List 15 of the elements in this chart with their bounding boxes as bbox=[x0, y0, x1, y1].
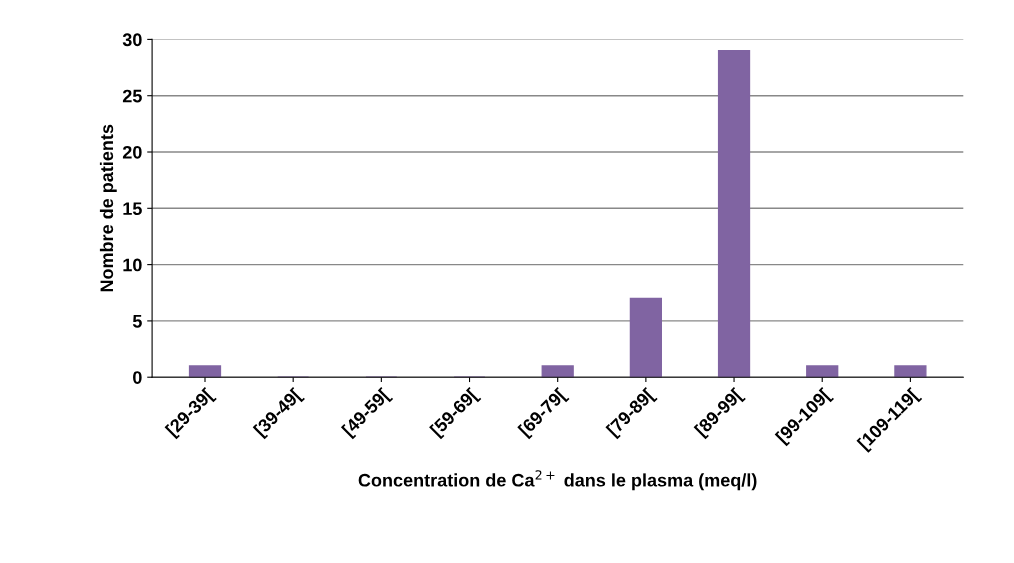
bar bbox=[806, 365, 839, 378]
y-tick-label: 0 bbox=[133, 371, 142, 384]
bar bbox=[188, 365, 222, 378]
x-axis-title: Concentration de Ca$^{2+}$ dans le plasma (meq/l) bbox=[358, 470, 757, 491]
bar bbox=[629, 297, 662, 378]
y-tick-label: 20 bbox=[122, 145, 142, 159]
y-tick-label: 5 bbox=[132, 315, 142, 328]
bar bbox=[541, 365, 574, 378]
y-tick-label: 30 bbox=[122, 33, 142, 47]
bar bbox=[717, 49, 751, 378]
bar bbox=[894, 365, 927, 378]
y-tick-label: 25 bbox=[122, 89, 142, 103]
y-axis-title: Nombre de patients bbox=[99, 124, 117, 292]
y-tick-label: 15 bbox=[123, 202, 142, 216]
y-tick-label: 10 bbox=[123, 258, 142, 272]
